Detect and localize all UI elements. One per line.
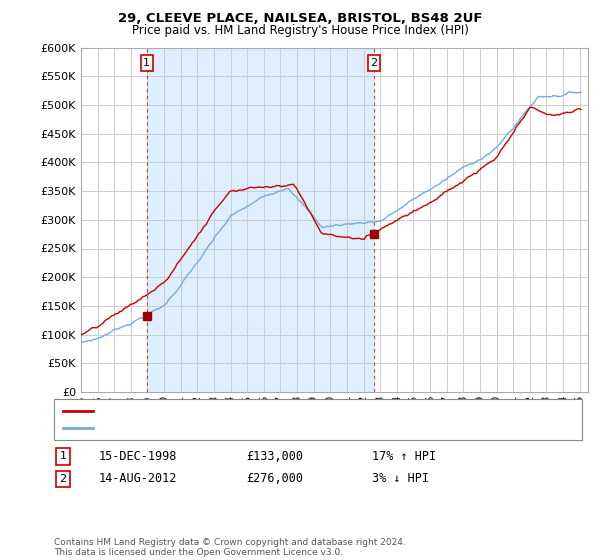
Text: 29, CLEEVE PLACE, NAILSEA, BRISTOL, BS48 2UF: 29, CLEEVE PLACE, NAILSEA, BRISTOL, BS48…: [118, 12, 482, 25]
Text: 3% ↓ HPI: 3% ↓ HPI: [372, 472, 429, 486]
Text: 14-AUG-2012: 14-AUG-2012: [99, 472, 178, 486]
Text: 1: 1: [143, 58, 151, 68]
Text: 17% ↑ HPI: 17% ↑ HPI: [372, 450, 436, 463]
Text: £133,000: £133,000: [246, 450, 303, 463]
Text: 15-DEC-1998: 15-DEC-1998: [99, 450, 178, 463]
Text: 2: 2: [370, 58, 377, 68]
Text: Price paid vs. HM Land Registry's House Price Index (HPI): Price paid vs. HM Land Registry's House …: [131, 24, 469, 36]
Text: Contains HM Land Registry data © Crown copyright and database right 2024.
This d: Contains HM Land Registry data © Crown c…: [54, 538, 406, 557]
Text: 2: 2: [59, 474, 67, 484]
Text: 1: 1: [59, 451, 67, 461]
Text: 29, CLEEVE PLACE, NAILSEA, BRISTOL, BS48 2UF (detached house): 29, CLEEVE PLACE, NAILSEA, BRISTOL, BS48…: [99, 405, 448, 416]
Bar: [147, 48, 374, 392]
Text: £276,000: £276,000: [246, 472, 303, 486]
Text: HPI: Average price, detached house, North Somerset: HPI: Average price, detached house, Nort…: [99, 423, 374, 433]
